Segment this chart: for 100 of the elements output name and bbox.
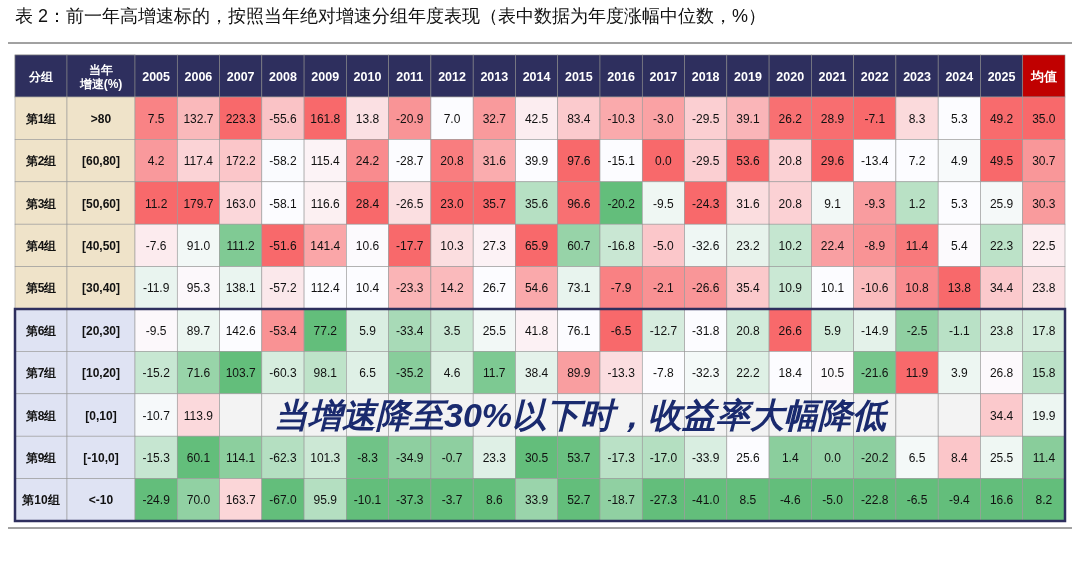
data-label: -7.9 [610, 281, 632, 296]
data-label: 113.9 [183, 408, 214, 423]
data-label: 29.6 [820, 154, 845, 169]
data-label: 138.1 [225, 281, 257, 296]
data-label: 11.9 [905, 366, 929, 381]
data-label: -41.0 [692, 493, 720, 508]
data-label: 31.6 [482, 154, 507, 169]
data-label: 60.1 [186, 450, 211, 465]
data-label: 8.6 [485, 493, 503, 508]
y-tick-label: 第9组 [24, 450, 57, 465]
data-label: -20.2 [861, 450, 889, 465]
data-label: 10.5 [820, 366, 845, 381]
data-label: 30.7 [1032, 154, 1056, 169]
data-label: 60.7 [567, 238, 591, 253]
data-label: 34.4 [989, 408, 1014, 423]
data-label: -17.0 [649, 450, 678, 465]
data-label: 53.7 [567, 450, 591, 465]
data-label: 23.0 [440, 196, 465, 211]
data-label: -9.3 [864, 196, 886, 211]
data-label: 27.3 [482, 238, 507, 253]
data-label: -7.8 [653, 366, 675, 381]
data-label: -5.0 [653, 238, 675, 253]
data-label: -28.7 [396, 154, 424, 169]
data-label: 172.2 [225, 154, 257, 169]
data-label: 111.2 [226, 238, 256, 253]
data-label: -7.6 [145, 238, 167, 253]
data-label: 11.4 [905, 238, 929, 253]
data-label: -31.8 [692, 323, 720, 338]
data-label: 142.6 [225, 323, 257, 338]
data-label: 4.6 [443, 366, 461, 381]
data-label: 7.2 [908, 154, 926, 169]
data-label: 10.9 [778, 281, 803, 296]
data-label: 76.1 [567, 323, 591, 338]
data-label: -58.1 [269, 196, 297, 211]
data-label: 26.2 [778, 111, 803, 126]
data-label: 33.9 [524, 493, 549, 508]
data-label: 23.3 [482, 450, 507, 465]
data-label: 8.5 [739, 493, 757, 508]
data-label: 77.2 [313, 323, 338, 338]
data-label: -9.4 [948, 493, 970, 508]
data-label: 30.3 [1032, 196, 1056, 211]
data-label: -17.7 [396, 238, 424, 253]
data-label: -3.0 [653, 111, 675, 126]
data-label: 26.7 [482, 281, 507, 296]
data-label: -53.4 [269, 323, 297, 338]
data-label: 31.6 [736, 196, 760, 211]
data-label: 30.5 [524, 450, 549, 465]
data-label: 10.2 [778, 238, 803, 253]
data-label: 24.2 [355, 154, 380, 169]
y-tick-label: 第2组 [24, 154, 57, 169]
data-label: 83.4 [567, 111, 591, 126]
data-label: 7.5 [147, 111, 165, 126]
data-label: 35.0 [1032, 111, 1056, 126]
x-tick-label: 2025 [987, 69, 1016, 84]
data-label: 73.1 [567, 281, 591, 296]
data-label: -10.1 [353, 493, 382, 508]
data-label: 91.0 [186, 238, 211, 253]
data-label: 10.4 [355, 281, 380, 296]
annotation: 当增速降至30%以下时，收益率大幅降低 [273, 396, 890, 434]
data-label: 5.3 [950, 111, 968, 126]
data-label: 65.9 [524, 238, 549, 253]
data-label: -33.4 [396, 323, 424, 338]
data-label: -11.9 [142, 281, 170, 296]
data-label: -55.6 [269, 111, 297, 126]
data-label: -13.4 [861, 154, 889, 169]
data-label: 38.4 [524, 366, 549, 381]
data-label: 98.1 [313, 366, 338, 381]
y-tick-label: 第4组 [24, 238, 57, 253]
data-label: 71.6 [186, 366, 211, 381]
data-label: -23.3 [396, 281, 424, 296]
data-label: -29.5 [692, 111, 720, 126]
data-label: 20.8 [778, 196, 803, 211]
x-tick-label: 2018 [691, 69, 720, 84]
data-label: -22.8 [861, 493, 889, 508]
data-label: 5.3 [950, 196, 968, 211]
data-label: 34.4 [989, 281, 1014, 296]
data-label: -34.9 [396, 450, 424, 465]
data-label: 39.9 [524, 154, 549, 169]
data-label: -15.3 [142, 450, 171, 465]
data-label: 25.5 [482, 323, 507, 338]
x-tick-label: 2012 [438, 69, 466, 84]
data-label: 11.2 [144, 196, 168, 211]
data-label: 54.6 [524, 281, 549, 296]
data-label: -14.9 [861, 323, 889, 338]
data-label: 5.9 [359, 323, 377, 338]
data-label: 7.0 [443, 111, 461, 126]
data-label: 13.8 [947, 281, 972, 296]
data-label: 3.9 [950, 366, 968, 381]
data-label: -13.3 [607, 366, 636, 381]
data-label: -35.2 [396, 366, 424, 381]
data-label: -17.3 [607, 450, 636, 465]
data-label: -8.3 [357, 450, 379, 465]
data-label: 22.4 [820, 238, 845, 253]
data-label: 95.3 [186, 281, 211, 296]
data-label: 42.5 [524, 111, 549, 126]
data-label: 22.5 [1032, 238, 1056, 253]
x-tick-label: 2021 [818, 69, 847, 84]
data-label: 1.2 [908, 196, 926, 211]
data-label: -58.2 [269, 154, 297, 169]
y2-tick-label: [20,30] [81, 323, 121, 338]
